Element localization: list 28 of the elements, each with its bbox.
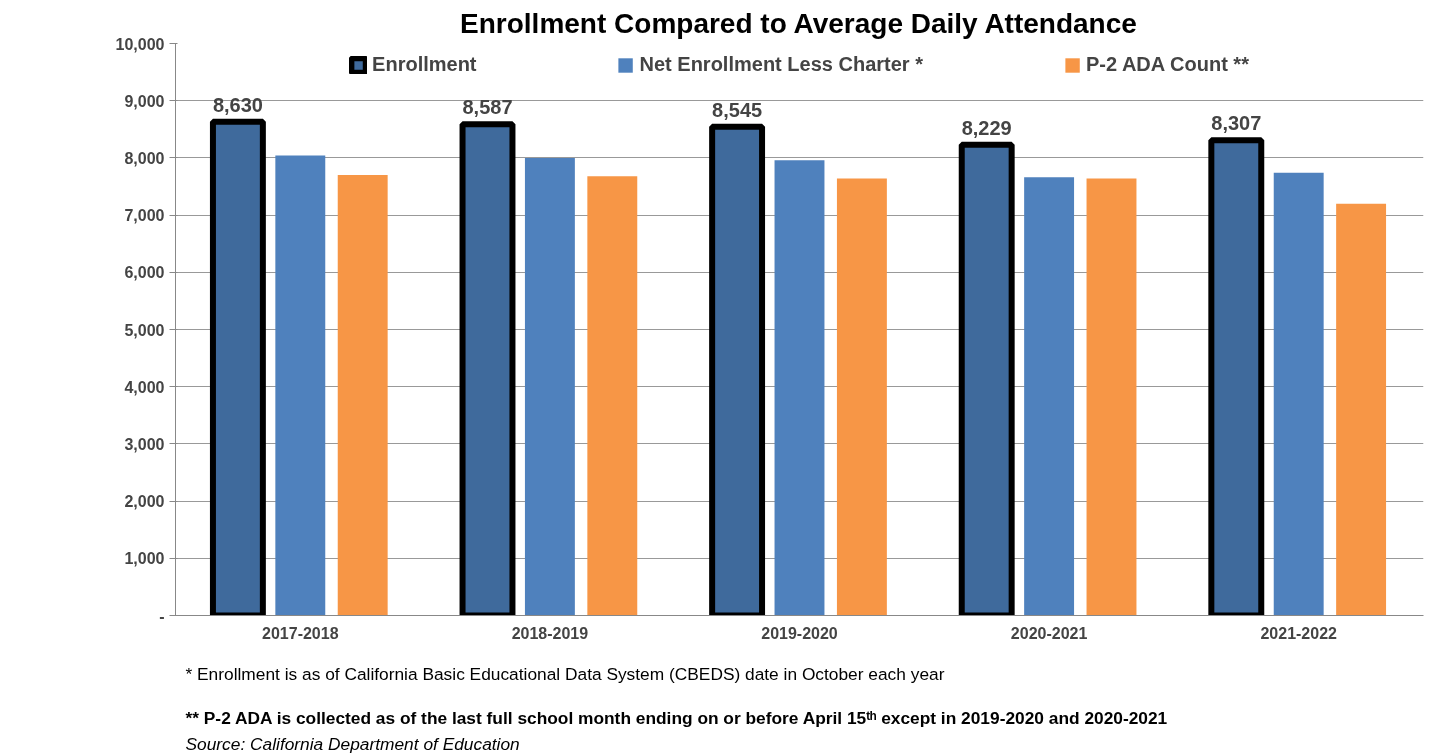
data-label: 8,229 <box>961 116 1012 139</box>
x-tick-label: 2019-2020 <box>761 624 838 642</box>
y-tick-label: - <box>159 607 165 625</box>
y-tick-label: 2,000 <box>124 493 165 511</box>
y-tick-label: 1,000 <box>124 550 165 568</box>
data-label: 8,545 <box>712 98 763 121</box>
x-tick-label: 2017-2018 <box>262 624 339 642</box>
y-tick-label: 10,000 <box>115 35 165 53</box>
legend-label: Net Enrollment Less Charter * <box>639 53 923 76</box>
y-tick-label: 9,000 <box>124 92 165 110</box>
x-tick-label: 2021-2022 <box>1260 624 1338 642</box>
text: * Enrollment is as of California Basic Educational Data System (CBEDS) date in October each year <box>185 663 945 684</box>
legend-label: P-2 ADA Count ** <box>1085 53 1249 76</box>
chart-title: Enrollment Compared to Average Daily Attendance <box>460 7 1137 39</box>
x-tick-label: 2018-2019 <box>511 624 589 642</box>
y-tick-label: 7,000 <box>124 207 165 225</box>
data-label: 8,307 <box>1211 112 1262 135</box>
y-tick-label: 5,000 <box>124 321 165 339</box>
x-tick-label: 2020-2021 <box>1010 624 1088 642</box>
text: ** P-2 ADA is collected as of the last full school month ending on or before April 15ᵗʰ except in 2019-2020 and 2020-2021 <box>185 707 1168 728</box>
data-label: 8,587 <box>462 96 513 119</box>
source-note: Source: California Department of Education <box>185 733 520 754</box>
data-label: 8,630 <box>212 93 263 116</box>
y-tick-label: 4,000 <box>124 378 165 396</box>
y-tick-label: 3,000 <box>124 435 165 453</box>
y-tick-label: 6,000 <box>124 264 165 282</box>
legend-label: Enrollment <box>372 53 477 76</box>
y-tick-label: 8,000 <box>124 149 165 167</box>
